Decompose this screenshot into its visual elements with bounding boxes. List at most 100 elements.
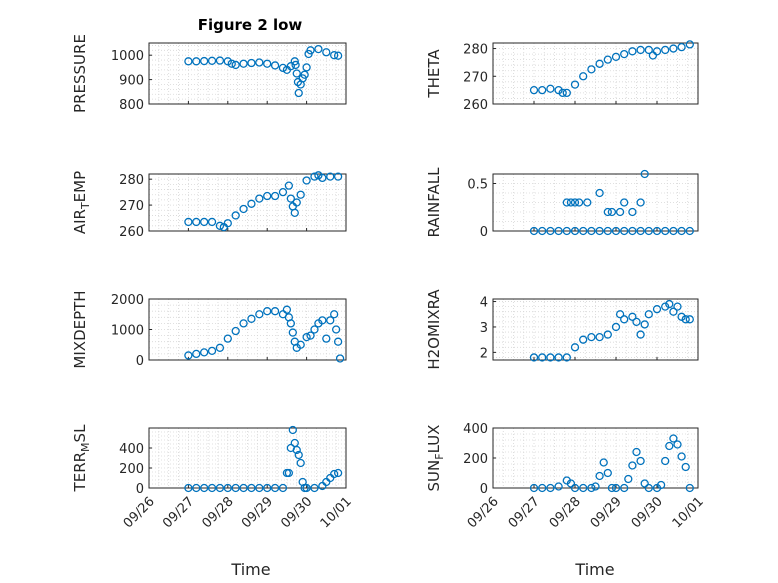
data-point — [554, 482, 563, 491]
data-point — [652, 305, 662, 314]
data-point — [628, 461, 637, 470]
data-point — [603, 330, 612, 339]
data-point — [566, 479, 576, 488]
data-point — [562, 198, 571, 207]
data-point — [562, 88, 571, 98]
data-point — [310, 172, 319, 181]
axes-box — [492, 298, 699, 361]
data-point — [529, 483, 539, 493]
data-point — [607, 207, 617, 217]
data-point — [318, 316, 327, 325]
data-point — [611, 52, 621, 62]
y-tick-label: 0 — [136, 482, 144, 497]
y-axis-label: SUNFLUX — [425, 425, 446, 492]
y-tick-label: 270 — [463, 70, 488, 85]
data-point — [292, 69, 301, 78]
y-tick-label: 800 — [119, 98, 144, 113]
data-point — [558, 88, 567, 98]
subplot-theta: 260 270 280 THETA — [425, 40, 699, 113]
data-point — [673, 440, 682, 449]
data-point — [318, 173, 327, 183]
data-point — [284, 181, 294, 190]
y-axis-label-subscript: T — [79, 202, 92, 210]
data-point — [652, 47, 662, 56]
data-point — [620, 483, 629, 493]
data-point — [294, 88, 303, 98]
data-point — [665, 299, 674, 309]
data-point — [677, 452, 686, 461]
data-point — [215, 221, 225, 230]
data-point — [648, 51, 658, 60]
data-point — [611, 322, 621, 332]
subplot-air: 260 270 280 AIRTEMP — [71, 171, 347, 240]
data-point — [296, 458, 305, 468]
y-axis-label-main: MIXDEPTH — [71, 290, 89, 368]
y-tick-label: 400 — [119, 442, 144, 457]
data-point — [263, 483, 272, 493]
y-axis-label-main: AIR — [71, 209, 89, 234]
data-point — [529, 226, 539, 236]
data-point — [685, 226, 694, 236]
data-point — [640, 320, 649, 329]
y-axis-label: MIXDEPTH — [71, 290, 89, 368]
data-point — [640, 479, 649, 488]
data-point — [570, 343, 580, 352]
y-tick-label: 280 — [119, 173, 144, 188]
data-point — [306, 331, 315, 340]
data-point — [579, 335, 588, 344]
data-point — [546, 483, 555, 493]
data-point — [681, 462, 690, 472]
data-point — [661, 226, 670, 236]
data-point — [215, 483, 225, 493]
data-point — [270, 61, 280, 70]
data-point — [587, 332, 596, 342]
data-point — [607, 483, 617, 493]
data-point — [570, 226, 580, 236]
y-axis-label-main: THETA — [425, 49, 443, 99]
data-point — [644, 483, 653, 493]
data-point — [636, 198, 645, 207]
data-point — [562, 226, 571, 236]
data-point — [215, 343, 225, 352]
data-point — [292, 445, 301, 455]
x-axis-label-right: Time — [574, 560, 614, 579]
y-axis-label: PRESSURE — [71, 34, 89, 113]
data-point — [247, 314, 256, 323]
data-point — [322, 48, 331, 57]
data-point — [184, 351, 193, 360]
y-tick-label: 200 — [463, 452, 488, 467]
data-point — [231, 326, 240, 336]
data-point — [296, 190, 305, 199]
data-point — [192, 217, 201, 227]
data-point — [207, 483, 217, 493]
data-point — [207, 56, 217, 65]
data-point — [591, 482, 600, 491]
data-point — [644, 45, 653, 55]
data-point — [255, 58, 264, 67]
data-point — [184, 217, 193, 227]
data-point — [554, 85, 563, 95]
data-point — [223, 219, 232, 228]
data-point — [333, 172, 343, 181]
data-point — [587, 65, 596, 74]
data-point — [554, 226, 563, 236]
data-point — [330, 310, 339, 319]
data-point — [247, 199, 256, 208]
data-point — [330, 51, 339, 60]
data-point — [296, 340, 305, 349]
y-tick-label: 1000 — [111, 49, 144, 64]
data-point — [546, 353, 555, 362]
data-point — [615, 207, 625, 217]
data-point — [677, 43, 686, 52]
data-point — [270, 307, 280, 316]
data-point — [200, 56, 209, 66]
data-point — [579, 72, 588, 81]
y-tick-label: 280 — [463, 43, 488, 58]
data-point — [574, 198, 584, 207]
data-point — [632, 317, 641, 327]
data-point — [603, 207, 612, 217]
data-point — [263, 191, 272, 201]
data-point — [538, 483, 547, 493]
y-tick-label: 260 — [463, 98, 488, 113]
data-point — [333, 468, 343, 478]
